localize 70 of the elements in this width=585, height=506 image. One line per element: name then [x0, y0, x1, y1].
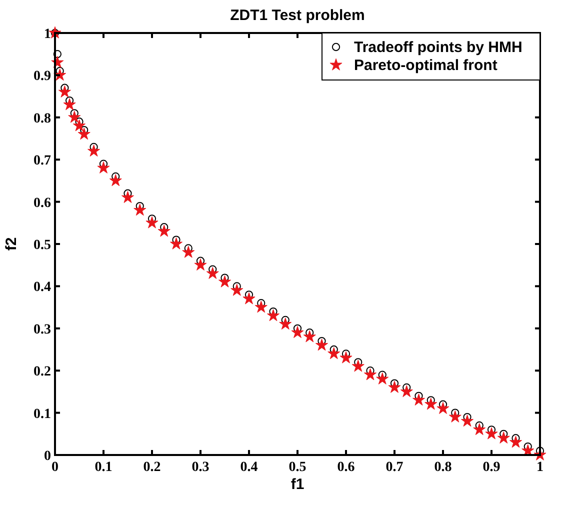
point	[412, 394, 426, 406]
point	[522, 444, 534, 456]
point	[266, 309, 280, 322]
legend-label: Pareto-optimal front	[354, 57, 498, 74]
y-tick-label: 0.3	[34, 322, 51, 338]
y-tick-label: 0.1	[34, 406, 51, 422]
x-tick-label: 0.9	[482, 460, 500, 475]
y-tick-label: 0.2	[34, 364, 51, 380]
point	[303, 330, 316, 342]
y-tick-label: 0.4	[34, 280, 51, 296]
x-tick-label: 0.4	[240, 460, 258, 475]
point	[206, 266, 219, 279]
x-tick-label: 0.1	[94, 460, 112, 475]
y-tick-label: 0.8	[34, 111, 51, 126]
point	[448, 410, 462, 422]
point	[291, 326, 304, 338]
point	[53, 50, 62, 58]
point	[376, 372, 389, 384]
point	[254, 300, 268, 313]
point	[72, 119, 86, 132]
point	[328, 347, 340, 360]
point	[121, 191, 134, 203]
point	[158, 224, 170, 237]
point	[352, 360, 364, 372]
y-tick-label: 1	[44, 27, 51, 42]
point	[279, 318, 292, 330]
x-tick-label: 0.7	[386, 460, 404, 475]
point	[242, 292, 256, 304]
point	[63, 98, 76, 110]
x-tick-label: 1	[536, 460, 544, 475]
point	[54, 68, 66, 81]
x-tick-label: 0.5	[288, 460, 306, 475]
y-axis-title: f2	[3, 237, 20, 251]
point	[436, 402, 450, 414]
point	[170, 237, 183, 250]
point	[68, 110, 81, 123]
point	[364, 368, 377, 380]
point	[97, 161, 110, 174]
point	[509, 436, 522, 448]
legend-label: Tradeoff points by HMH	[354, 39, 522, 56]
point	[497, 432, 510, 444]
point	[78, 128, 90, 140]
y-tick-label: 0.7	[34, 154, 51, 169]
point	[58, 86, 71, 98]
point	[134, 204, 146, 216]
point	[424, 398, 438, 410]
x-tick-label: 0.8	[434, 460, 452, 475]
x-tick-label: 0.6	[337, 460, 355, 475]
point	[400, 385, 413, 398]
x-tick-label: 0.3	[192, 460, 210, 475]
point	[182, 246, 195, 258]
y-tick-label: 0.6	[34, 196, 51, 211]
x-tick-label: 0.2	[143, 460, 161, 475]
point	[485, 427, 498, 440]
point	[388, 380, 401, 393]
point	[460, 414, 474, 427]
point	[315, 338, 328, 351]
point	[230, 284, 244, 296]
point	[473, 423, 486, 436]
point	[340, 351, 352, 364]
point	[194, 258, 207, 270]
chart-title: ZDT1 Test problem	[230, 7, 365, 24]
point	[109, 174, 122, 186]
y-tick-label: 0	[44, 449, 51, 464]
y-tick-label: 0.9	[34, 69, 51, 84]
x-axis-title: f1	[290, 476, 304, 493]
point	[218, 275, 232, 288]
y-tick-label: 0.5	[34, 238, 51, 253]
point	[88, 144, 100, 157]
point	[146, 216, 158, 228]
